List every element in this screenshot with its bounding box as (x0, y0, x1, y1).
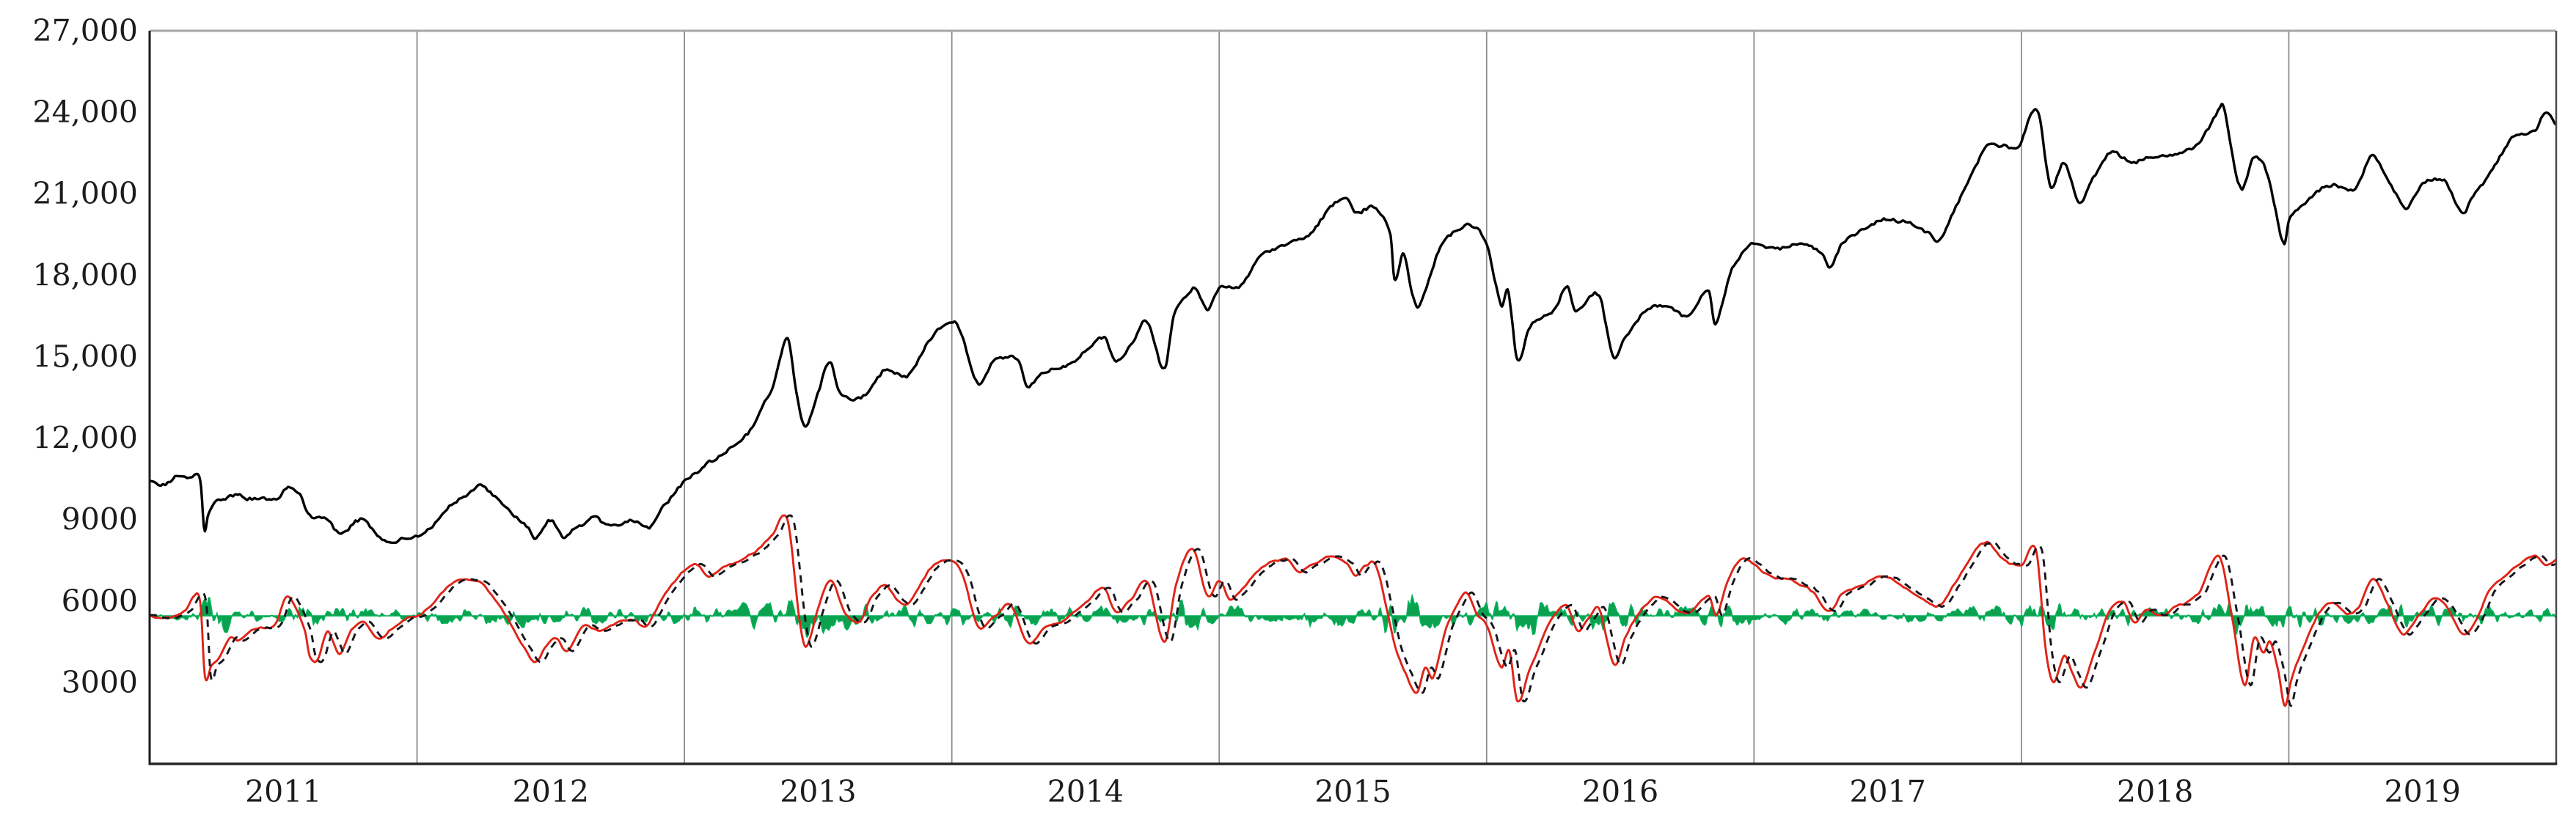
x-tick-label: 2017 (1849, 774, 1925, 809)
x-tick-label: 2015 (1314, 774, 1391, 809)
y-tick-label: 12,000 (33, 421, 138, 456)
series-group (150, 103, 2556, 707)
y-axis-labels: 27,000 24,000 21,000 18,000 15,000 12,000 9000… (33, 13, 138, 700)
x-tick-label: 2013 (780, 774, 856, 809)
index-price-line (150, 103, 2556, 545)
year-gridlines (416, 31, 2290, 764)
x-tick-label: 2018 (2117, 774, 2193, 809)
oscillator-solid-line (150, 514, 2556, 707)
plot-borders (148, 29, 2558, 765)
y-tick-label: 24,000 (33, 95, 138, 130)
x-axis-labels: 2011 2012 2013 2014 2015 2016 2017 2018 2019 (245, 774, 2461, 809)
x-tick-label: 2014 (1047, 774, 1124, 809)
x-tick-label: 2016 (1582, 774, 1658, 809)
y-tick-label: 18,000 (33, 257, 138, 293)
x-tick-label: 2011 (245, 774, 321, 809)
y-tick-label: 3000 (62, 665, 138, 700)
y-tick-label: 6000 (62, 584, 138, 619)
y-tick-label: 15,000 (33, 339, 138, 374)
residual-band (150, 593, 2556, 638)
y-tick-label: 21,000 (33, 176, 138, 211)
x-tick-label: 2019 (2385, 774, 2461, 809)
x-tick-label: 2012 (513, 774, 589, 809)
y-tick-label: 9000 (62, 502, 138, 537)
y-tick-label: 27,000 (33, 13, 138, 48)
oscillator-dashed-line (150, 514, 2556, 707)
